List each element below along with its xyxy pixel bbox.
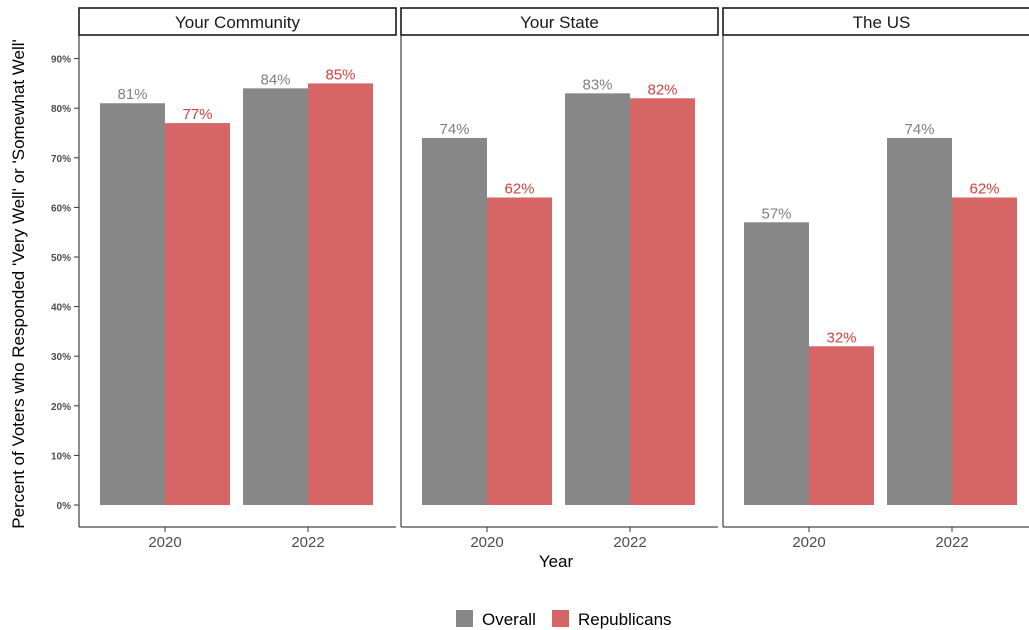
x-tick-label: 2020 bbox=[148, 534, 181, 551]
x-tick-label: 2020 bbox=[792, 534, 825, 551]
bar-label: 62% bbox=[504, 180, 534, 197]
facet-panel: Your Community 81% 77% 2020 84% 85% 2022 bbox=[78, 7, 397, 551]
legend-item-overall: Overall bbox=[456, 610, 536, 629]
bar-republicans bbox=[165, 123, 230, 505]
x-tick-label: 2022 bbox=[935, 534, 968, 551]
bar-overall bbox=[744, 222, 809, 505]
bar-label: 62% bbox=[969, 180, 999, 197]
y-tick-label: 50% bbox=[51, 253, 71, 264]
y-tick-label: 20% bbox=[51, 402, 71, 413]
bar-label: 74% bbox=[904, 121, 934, 138]
facet-title: Your State bbox=[520, 13, 599, 32]
bar-label: 83% bbox=[582, 76, 612, 93]
bar-overall bbox=[887, 137, 952, 505]
bar-republicans bbox=[308, 83, 373, 506]
bar-label: 74% bbox=[439, 121, 469, 138]
bar-overall bbox=[100, 103, 165, 506]
y-tick-label: 70% bbox=[51, 154, 71, 165]
y-tick-label: 10% bbox=[51, 451, 71, 462]
bar-republicans bbox=[952, 197, 1017, 506]
bar-overall bbox=[422, 137, 487, 505]
facet-strip bbox=[78, 7, 397, 36]
y-axis-title: Percent of Voters who Responded 'Very We… bbox=[9, 39, 28, 529]
bar-republicans bbox=[809, 346, 874, 505]
y-tick-label: 80% bbox=[51, 104, 71, 115]
facet-strip bbox=[722, 7, 1029, 36]
bar-label: 77% bbox=[182, 106, 212, 123]
bar-label: 84% bbox=[260, 71, 290, 88]
legend-key bbox=[552, 610, 569, 627]
y-tick-label: 60% bbox=[51, 203, 71, 214]
x-tick-label: 2022 bbox=[613, 534, 646, 551]
x-axis-title: Year bbox=[539, 552, 574, 571]
y-axis: 0% 10% 20% 30% 40% 50% 60% 70% 80% 90% bbox=[51, 55, 79, 512]
facet-panel: Your State 74% 62% 2020 83% 82% 2022 bbox=[400, 7, 719, 551]
bar-label: 82% bbox=[647, 81, 677, 98]
bar-label: 85% bbox=[325, 66, 355, 83]
facet-title: The US bbox=[853, 13, 911, 32]
facet-title: Your Community bbox=[175, 13, 301, 32]
y-tick-label: 0% bbox=[57, 501, 72, 512]
bar-overall bbox=[565, 93, 630, 505]
x-tick-label: 2022 bbox=[291, 534, 324, 551]
x-tick-label: 2020 bbox=[470, 534, 503, 551]
bar-label: 32% bbox=[826, 329, 856, 346]
bar-overall bbox=[243, 88, 308, 506]
y-tick-label: 30% bbox=[51, 352, 71, 363]
bar-republicans bbox=[630, 98, 695, 505]
facet-strip bbox=[400, 7, 719, 36]
legend-item-republicans: Republicans bbox=[552, 610, 672, 629]
facet-panel: The US 57% 32% 2020 74% 62% 2022 bbox=[722, 7, 1029, 551]
bar-label: 81% bbox=[117, 86, 147, 103]
y-tick-label: 90% bbox=[51, 55, 71, 66]
legend: Overall Republicans bbox=[456, 610, 672, 629]
bar-republicans bbox=[487, 197, 552, 506]
y-tick-label: 40% bbox=[51, 303, 71, 314]
legend-label: Overall bbox=[482, 610, 536, 629]
legend-key bbox=[456, 610, 473, 627]
bar-label: 57% bbox=[761, 205, 791, 222]
legend-label: Republicans bbox=[578, 610, 672, 629]
